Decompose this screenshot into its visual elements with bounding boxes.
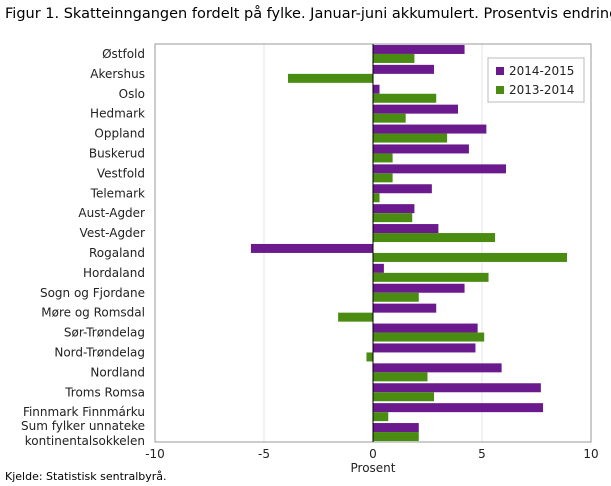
- category-label: Oslo: [119, 87, 145, 101]
- legend-label: 2013-2014: [509, 83, 574, 97]
- bar-series-1: [373, 124, 487, 134]
- bar-series-2: [373, 372, 428, 382]
- bar-series-1: [373, 44, 465, 54]
- category-label: Møre og Romsdal: [41, 306, 145, 320]
- category-label: Vest-Agder: [80, 226, 146, 240]
- bar-series-2: [373, 113, 406, 123]
- category-label: Buskerud: [89, 146, 145, 160]
- x-tick-label: -10: [145, 447, 165, 461]
- bar-series-2: [373, 272, 489, 282]
- category-label: Akershus: [90, 67, 145, 81]
- bar-series-1: [373, 403, 544, 413]
- bar-series-1: [373, 104, 459, 114]
- legend-box: [487, 57, 585, 103]
- x-tick-label: -5: [258, 447, 270, 461]
- legend-label: 2014-2015: [509, 64, 574, 78]
- bar-series-2: [373, 153, 393, 163]
- bar-series-1: [373, 204, 415, 214]
- bar-series-2: [373, 53, 415, 63]
- x-tick-label: 0: [369, 447, 377, 461]
- category-labels: Østfold Akershus Oslo Hedmark Oppland Buskeru…: [21, 47, 145, 448]
- bar-series-1: [373, 383, 541, 393]
- bar-series-1: [373, 224, 439, 234]
- bar-series-2: [373, 173, 393, 183]
- bar-series-2: [373, 252, 568, 262]
- bar-series-2: [287, 73, 373, 83]
- bar-series-2: [373, 213, 413, 223]
- bar-series-1: [373, 343, 476, 353]
- bar-series-1: [373, 144, 469, 154]
- bar-series-1: [373, 323, 478, 333]
- category-label: Vestfold: [97, 166, 145, 180]
- bar-series-1: [250, 243, 373, 253]
- bar-series-2: [373, 292, 419, 302]
- category-label: Finnmark Finnmárku: [23, 405, 145, 419]
- category-label: Hordaland: [83, 266, 145, 280]
- category-label: Troms Romsa: [64, 385, 145, 399]
- chart-title: Figur 1. Skatteinngangen fordelt på fylk…: [5, 6, 611, 22]
- bar-layer: [250, 44, 568, 442]
- category-label: Østfold: [102, 47, 145, 61]
- bar-series-1: [373, 84, 380, 94]
- source-note: Kjelde: Statistisk sentralbyrå.: [5, 470, 167, 483]
- category-label: Hedmark: [90, 107, 145, 121]
- bar-series-2: [373, 93, 437, 103]
- bar-series-1: [373, 363, 502, 373]
- legend: 2014-2015 2013-2014: [487, 57, 585, 103]
- bar-series-1: [373, 303, 437, 313]
- bar-series-2: [366, 352, 373, 362]
- category-label: Aust-Agder: [78, 206, 145, 220]
- legend-swatch: [496, 67, 504, 75]
- bar-series-1: [373, 263, 384, 273]
- bar-series-2: [373, 233, 496, 243]
- bar-series-1: [373, 283, 465, 293]
- category-label: Rogaland: [89, 246, 145, 260]
- x-tick-labels: -10 -5 0 5 10: [145, 447, 598, 461]
- x-tick-label: 5: [478, 447, 486, 461]
- bar-series-2: [373, 392, 435, 402]
- bar-series-2: [373, 332, 485, 342]
- bar-series-2: [373, 133, 448, 143]
- bar-series-2: [338, 312, 373, 322]
- category-label: Nord-Trøndelag: [54, 345, 145, 359]
- legend-swatch: [496, 86, 504, 94]
- x-axis-label: Prosent: [351, 461, 396, 475]
- bar-series-1: [373, 423, 419, 433]
- category-label: Sum fylker unnateke kontinentalsokkelen: [21, 419, 145, 448]
- bar-series-2: [373, 193, 380, 203]
- bar-series-2: [373, 412, 389, 422]
- bar-series-1: [373, 184, 432, 194]
- category-label: Sør-Trøndelag: [64, 326, 145, 340]
- category-label: Telemark: [90, 186, 145, 200]
- bar-series-2: [373, 432, 419, 442]
- x-tick-label: 10: [583, 447, 598, 461]
- category-label: Nordland: [90, 365, 145, 379]
- category-label: Oppland: [94, 127, 145, 141]
- bar-series-1: [373, 164, 506, 174]
- category-label: Sogn og Fjordane: [40, 286, 145, 300]
- bar-series-1: [373, 64, 435, 74]
